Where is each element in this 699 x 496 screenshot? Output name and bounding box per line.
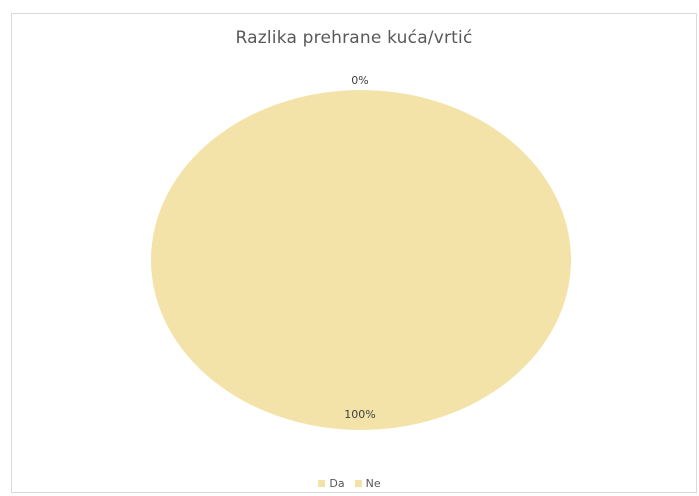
- legend-swatch-da: [318, 480, 326, 487]
- data-label-da: 0%: [351, 74, 368, 87]
- legend-label-da: Da: [329, 477, 345, 490]
- chart-title: Razlika prehrane kuća/vrtić: [235, 28, 473, 48]
- pie-slice-ne: [151, 90, 571, 430]
- legend-entry-da: Da: [318, 477, 345, 490]
- legend-swatch-ne: [354, 480, 362, 487]
- legend-entry-ne: Ne: [354, 477, 381, 490]
- legend: Da Ne: [0, 477, 699, 490]
- legend-label-ne: Ne: [365, 477, 381, 490]
- data-label-ne: 100%: [344, 408, 375, 421]
